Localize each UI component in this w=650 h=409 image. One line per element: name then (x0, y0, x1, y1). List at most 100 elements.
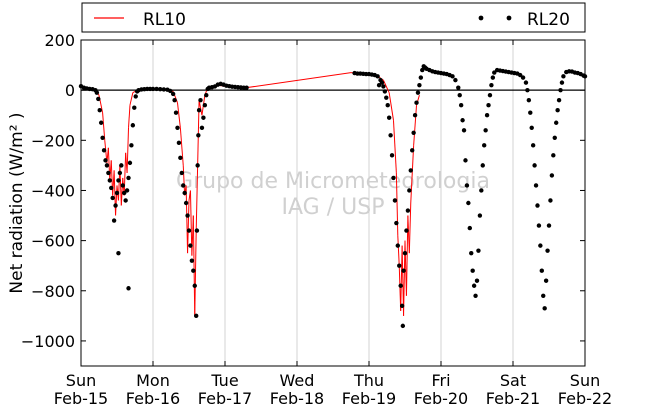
rl20-point (127, 160, 133, 166)
rl20-point (476, 248, 481, 253)
rl20-point (201, 115, 206, 120)
x-tick-label-day: Tue (210, 371, 238, 390)
rl20-point (161, 87, 166, 92)
rl20-point (96, 96, 101, 102)
rl20-point (536, 223, 542, 228)
rl10-segment (395, 172, 399, 236)
rl20-point (126, 175, 131, 181)
rl20-point (530, 143, 536, 148)
rl20-point (541, 293, 546, 298)
rl20-point (185, 213, 190, 218)
rl20-point (375, 74, 380, 79)
rl10-segment (410, 145, 415, 204)
x-tick-label-date: Feb-22 (558, 389, 612, 408)
rl20-point (168, 88, 173, 94)
rl20-point (539, 268, 544, 273)
rl20-point (470, 268, 475, 273)
rl20-point (173, 110, 179, 115)
rl20-point (123, 198, 128, 203)
rl20-point (483, 128, 488, 133)
rl20-point (397, 263, 402, 268)
rl20-point (418, 75, 424, 80)
rl20-point (412, 113, 418, 118)
rl10-segment (408, 202, 412, 254)
rl20-point (520, 75, 526, 80)
rl20-point (456, 85, 461, 90)
rl10-segment (176, 102, 181, 128)
rl20-point (474, 278, 480, 283)
rl20-point (450, 74, 455, 79)
rl20-point (106, 170, 111, 176)
rl20-point (489, 82, 494, 88)
rl20-point (192, 283, 197, 288)
rl10-segment (388, 92, 394, 121)
rl20-point (202, 103, 208, 108)
rl10-segment (128, 105, 131, 128)
rl20-point (133, 94, 138, 99)
rl20-point (114, 190, 120, 196)
gridlines (152, 40, 514, 366)
rl20-point (477, 213, 483, 218)
rl20-point (535, 203, 540, 208)
y-tick-label: −800 (31, 282, 75, 301)
rl20-point (392, 198, 398, 203)
rl20-point (559, 80, 565, 85)
series-rl20 (78, 64, 588, 329)
rl20-point (194, 228, 200, 233)
rl20-point (384, 95, 389, 100)
watermark-line-1: Grupo de Micrometeorologia (176, 169, 490, 194)
rl20-point (109, 185, 114, 191)
rl10-segment (246, 72, 352, 89)
rl20-point (116, 178, 121, 183)
x-axis: SunFeb-15MonFeb-16TueFeb-17WedFeb-18ThuF… (54, 40, 612, 408)
rl20-point (100, 135, 105, 140)
y-tick-label: 0 (65, 81, 75, 100)
rl20-point (414, 100, 419, 105)
rl20-point (382, 89, 388, 94)
rl20-point (533, 183, 539, 188)
x-tick-label-date: Feb-21 (486, 389, 540, 408)
rl20-point (490, 75, 496, 80)
rl20-point (469, 250, 474, 256)
rl20-point (398, 283, 403, 288)
rl20-point (482, 143, 487, 148)
rl20-point (385, 103, 390, 108)
rl20-point (453, 77, 458, 83)
rl20-point (408, 168, 413, 173)
rl20-point (542, 306, 547, 311)
legend-marker-rl20 (506, 15, 512, 21)
rl20-point (556, 97, 562, 103)
y-tick-label: −400 (31, 181, 75, 200)
rl20-point (394, 220, 399, 226)
rl20-point (417, 82, 422, 88)
rl20-point (529, 125, 534, 130)
x-tick-label-day: Thu (353, 371, 384, 390)
rl20-point (518, 72, 523, 78)
rl20-point (401, 268, 406, 273)
rl20-point (119, 163, 124, 168)
rl20-point (458, 103, 464, 108)
rl20-point (176, 140, 182, 146)
x-tick-label-date: Feb-19 (342, 389, 396, 408)
rl10-segment (126, 127, 130, 173)
rl20-point (154, 86, 159, 92)
rl20-point (150, 86, 156, 92)
rl20-point (549, 173, 555, 178)
rl20-point (124, 188, 130, 193)
rl20-point (457, 92, 462, 98)
y-tick-label: −200 (31, 131, 75, 150)
rl20-point (411, 130, 416, 135)
rl20-point (116, 250, 121, 256)
legend-marker-rl20 (478, 15, 484, 21)
rl20-point (132, 105, 137, 110)
rl20-point (528, 110, 533, 115)
rl20-point (199, 125, 205, 130)
rl20-point (463, 158, 468, 163)
x-tick-label-day: Wed (280, 371, 315, 390)
rl20-point (191, 268, 196, 273)
rl20-point (170, 91, 176, 97)
rl20-point (126, 286, 131, 291)
x-tick-label-day: Fri (431, 371, 450, 390)
rl20-point (523, 80, 529, 85)
rl20-point (404, 228, 409, 233)
